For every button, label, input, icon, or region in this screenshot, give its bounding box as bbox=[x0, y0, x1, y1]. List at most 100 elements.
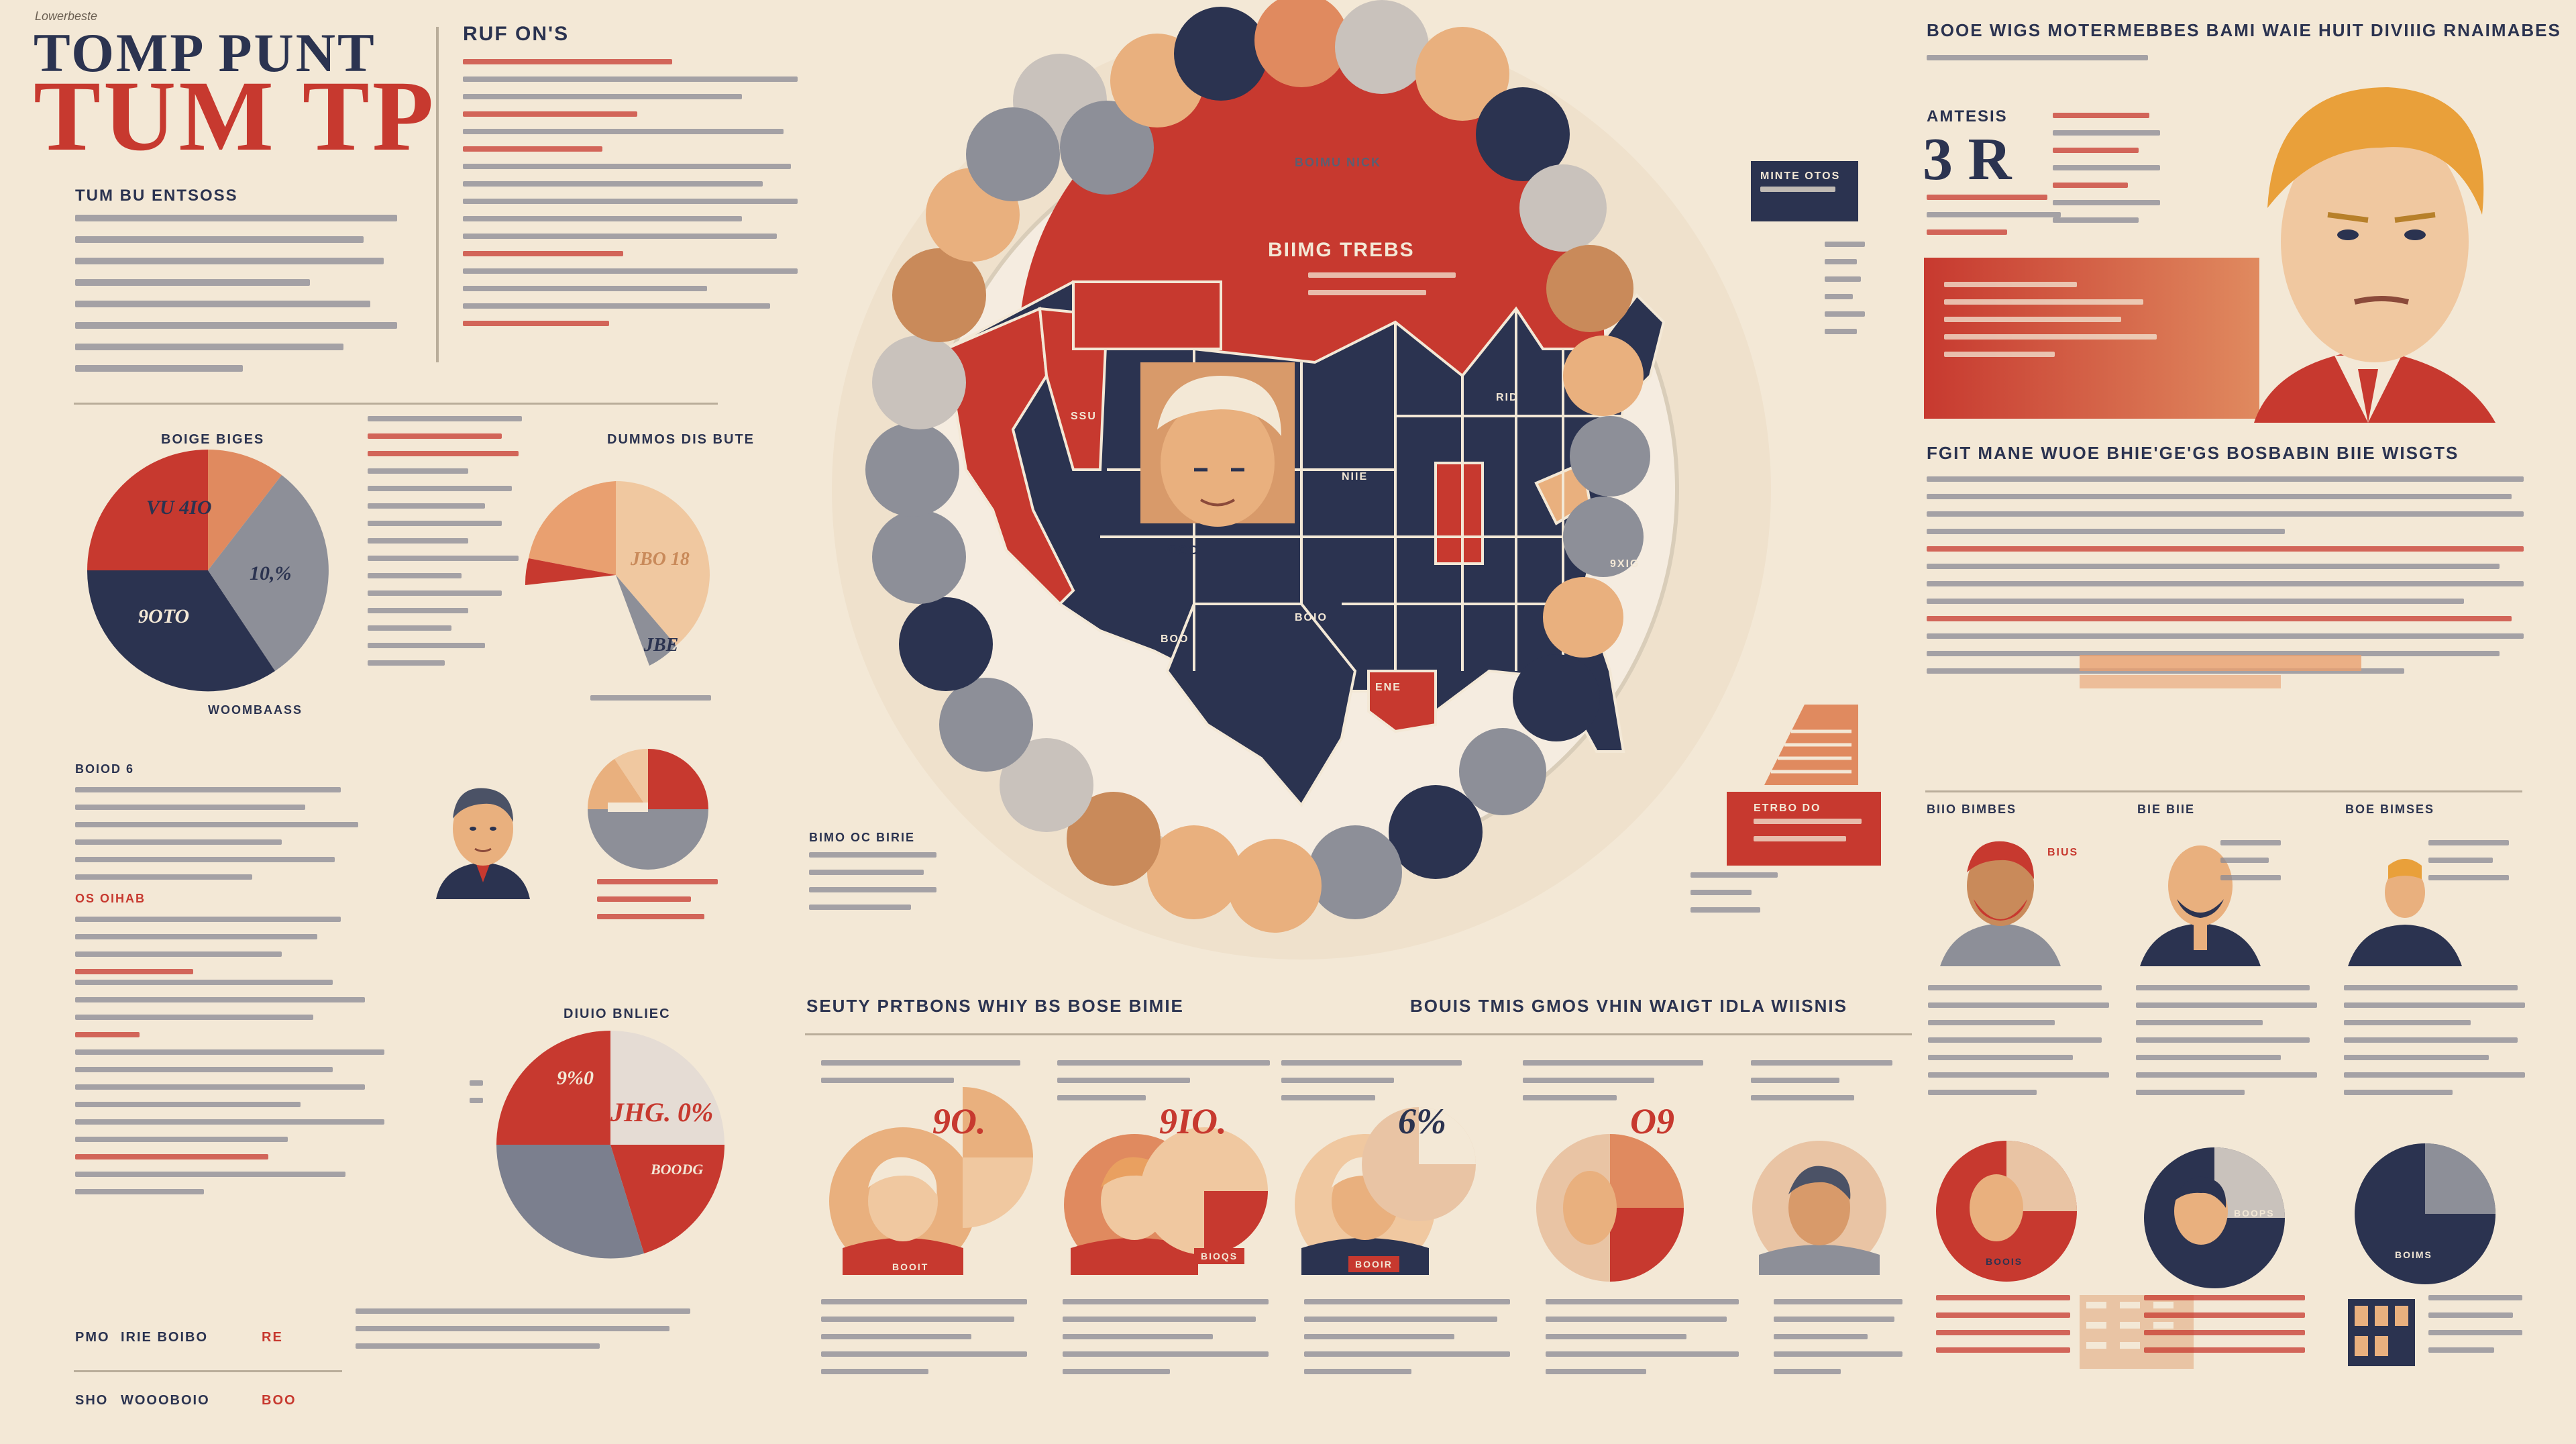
map-title-lines bbox=[1308, 272, 1456, 307]
map-state-label-8: ENE bbox=[1375, 682, 1401, 693]
quote-heading: FGIT MANE WUOE BHIE'GE'GS BOSBABIN BIIE … bbox=[1927, 443, 2459, 463]
bottom-row2-a: SHO bbox=[75, 1393, 109, 1408]
pie1-slice-red bbox=[87, 450, 208, 570]
section-a: BOIOD 6 OS OIHAB bbox=[75, 762, 370, 986]
pie3-title: DIUIO BNLIEC bbox=[564, 1007, 671, 1021]
intro-text-block bbox=[75, 215, 411, 386]
map-portrait bbox=[1140, 362, 1295, 527]
pie1-caption: WOOMBAASS bbox=[208, 703, 303, 717]
pie2-caption-lines bbox=[590, 695, 711, 713]
divider bbox=[1925, 790, 2522, 792]
subtitle: TUM BU ENTSOSS bbox=[75, 187, 238, 205]
kicker: Lowerbeste bbox=[35, 9, 98, 23]
map-title: BIIMG TREBS bbox=[1268, 239, 1415, 261]
page-title-line1: TOMP PUNT bbox=[34, 22, 376, 83]
map-top-label: BOIMU NICK bbox=[1295, 156, 1381, 169]
pie1-legend-text bbox=[368, 416, 535, 678]
map-state-label-6: BOO bbox=[1161, 633, 1189, 645]
pie1-slice-navy bbox=[87, 570, 275, 692]
mid-heading-right: BOUIS TMIS GMOS VHIN WAIGT IDLA WIISNIS bbox=[1410, 996, 1847, 1016]
pie1-label-b: 10,% bbox=[250, 562, 292, 584]
divider bbox=[436, 27, 439, 362]
mid-item-1 bbox=[821, 1060, 1042, 1095]
pie2-label-a: JBO 18 bbox=[631, 549, 690, 570]
mid-pct-4: O9 bbox=[1630, 1101, 1674, 1141]
mid-pie-4 bbox=[1536, 1134, 1684, 1282]
pie-chart-1 bbox=[87, 450, 329, 692]
quote-box bbox=[1924, 258, 2259, 419]
column-heading: RUF ON'S bbox=[463, 23, 570, 45]
mid-pct-1: 9O. bbox=[932, 1101, 986, 1141]
map-sidebox-2-label: ETRBO DO bbox=[1754, 803, 1821, 814]
stat-value: 3 R bbox=[1923, 126, 2012, 193]
small-pie-legend bbox=[597, 879, 731, 931]
profiles-text bbox=[1928, 985, 2525, 1107]
mid-item-4 bbox=[1523, 1060, 1711, 1113]
pie3-slice-gray bbox=[496, 1145, 644, 1259]
profile-2-lines bbox=[2220, 840, 2281, 892]
mid-item-2 bbox=[1057, 1060, 1279, 1113]
right-pie-2-label: BOOPS bbox=[2234, 1208, 2275, 1219]
profile-label-1: BIUS bbox=[2047, 847, 2079, 858]
pie2-slice-red bbox=[525, 558, 616, 585]
map-sidebox: MINTE OTOS bbox=[1751, 161, 1858, 221]
right-top-heading: BOOE WIGS MOTERMEBBES BAMI WAIE HUIT DIV… bbox=[1927, 20, 2561, 40]
mini-bars-2 bbox=[2348, 1299, 2415, 1366]
right-pie-2 bbox=[2144, 1147, 2285, 1288]
map-lower-right-lines bbox=[1690, 872, 1778, 925]
mid-label-2: BIOQS bbox=[1194, 1248, 1245, 1264]
portrait-icon bbox=[436, 788, 530, 899]
pie2-title: DUMMOS DIS BUTE bbox=[607, 432, 755, 447]
pie1-label-a: VU 4IO bbox=[146, 497, 212, 519]
us-map-icon bbox=[832, 0, 1771, 960]
mid-label-1: BOOIT bbox=[885, 1259, 936, 1275]
mid-pct-3: 6% bbox=[1398, 1101, 1446, 1141]
bottom-row1-a: PMO bbox=[75, 1330, 110, 1345]
section-c bbox=[75, 980, 397, 1206]
column-text-block bbox=[463, 59, 812, 338]
pie1-label-c: 9OTO bbox=[138, 605, 190, 627]
pie3-slice-red bbox=[496, 1031, 610, 1145]
mid-portrait-5 bbox=[1752, 1141, 1886, 1275]
bottom-row1-c: RE bbox=[262, 1330, 283, 1345]
section-b-heading: OS OIHAB bbox=[75, 892, 146, 905]
pie3-label-a: 9%0 bbox=[557, 1067, 594, 1089]
stat-lines-2 bbox=[1927, 195, 2061, 247]
portrait-ring bbox=[865, 0, 1650, 933]
mid-pct-2: 9IO. bbox=[1159, 1101, 1227, 1141]
section-a-heading: BOIOD 6 bbox=[75, 762, 135, 776]
mid-pie-3 bbox=[1362, 1107, 1476, 1221]
pie-chart-small bbox=[588, 749, 708, 870]
divider bbox=[74, 403, 718, 405]
bottom-row2-b: WOOOBOIO bbox=[121, 1393, 210, 1408]
map-state-label-4: RID bbox=[1496, 392, 1519, 403]
right-pie-1 bbox=[1936, 1141, 2077, 1282]
pie2-slice-gray bbox=[616, 575, 676, 666]
stat-label: AMTESIS bbox=[1927, 107, 2008, 125]
map-state-label-3: NIIE bbox=[1342, 471, 1368, 482]
pie1-slice-peach bbox=[208, 450, 282, 570]
pie2-slice-peach2 bbox=[616, 575, 710, 646]
mini-table-2 bbox=[2144, 1295, 2305, 1365]
right-pie-1-label: BOOIS bbox=[1986, 1256, 2023, 1267]
section-d bbox=[356, 1308, 704, 1361]
pie2-slice-orange bbox=[529, 481, 616, 575]
divider bbox=[805, 1033, 1912, 1035]
bottom-row1-b: IRIE BOIBO bbox=[121, 1330, 209, 1345]
pie3-side-lines bbox=[470, 1080, 483, 1115]
pie3-label-b: JHG. 0% bbox=[610, 1097, 714, 1127]
map-sidebox-label: MINTE OTOS bbox=[1760, 170, 1841, 182]
pie1-title: BOIGE BIGES bbox=[161, 432, 265, 447]
mini-table-1 bbox=[1936, 1295, 2070, 1365]
mid-pie-1 bbox=[963, 1087, 1033, 1228]
right-top-lines bbox=[1927, 55, 2148, 72]
pie-chart-3 bbox=[496, 1031, 724, 1259]
map-bottom-label: BIMO OC BIRIE bbox=[809, 831, 916, 844]
profile-header-3: BOE BIMSES bbox=[2345, 803, 2435, 816]
map-bottom-lines bbox=[809, 852, 936, 922]
page-title-line2: TUM TP bbox=[34, 60, 437, 172]
map-state-label-5: BOIO bbox=[1295, 612, 1328, 623]
portrait-icon bbox=[1940, 841, 2061, 966]
mid-item-5 bbox=[1751, 1060, 1898, 1113]
map-state-label-1: SSU bbox=[1071, 411, 1097, 422]
